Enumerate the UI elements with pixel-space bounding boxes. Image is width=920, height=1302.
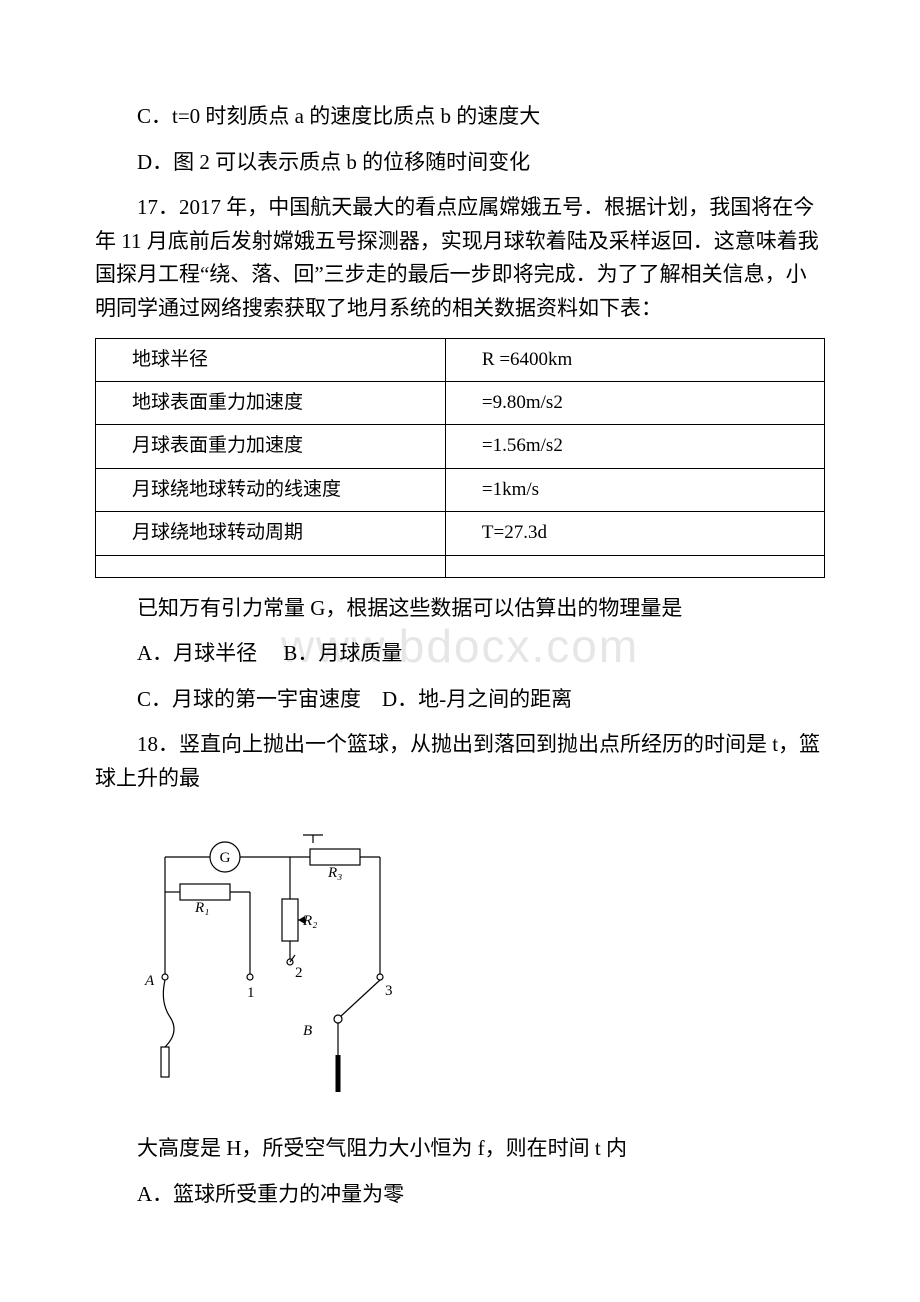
q17-option-cd: C．月球的第一宇宙速度 D．地-月之间的距离 [95,683,825,717]
circuit-label-2: 2 [295,965,303,981]
table-cell: T=27.3d [445,512,824,555]
circuit-label-b: B [303,1023,312,1039]
circuit-label-r3: R₃ [327,865,342,881]
q17-intro: 17．2017 年，中国航天最大的看点应属嫦娥五号．根据计划，我国将在今年 11… [95,191,825,325]
table-cell: 月球表面重力加速度 [96,425,446,468]
option-d: D．图 2 可以表示质点 b 的位移随时间变化 [95,146,825,180]
table-cell: =1km/s [445,468,824,511]
circuit-label-a: A [144,973,155,989]
table-cell: 月球绕地球转动的线速度 [96,468,446,511]
table-row: 地球表面重力加速度=9.80m/s2 [96,381,825,424]
q18-intro: 18．竖直向上抛出一个篮球，从抛出到落回到抛出点所经历的时间是 t，篮球上升的最 [95,728,825,795]
q17-option-ab: A．月球半径 B．月球质量 [95,637,825,671]
circuit-label-3: 3 [385,983,393,999]
option-c: C．t=0 时刻质点 a 的速度比质点 b 的速度大 [95,100,825,134]
table-row [96,555,825,577]
q18-option-a: A．篮球所受重力的冲量为零 [95,1178,825,1212]
table-cell [96,555,446,577]
q17-after: 已知万有引力常量 G，根据这些数据可以估算出的物理量是 [95,592,825,626]
table-row: 月球表面重力加速度=1.56m/s2 [96,425,825,468]
table-cell: =9.80m/s2 [445,381,824,424]
q18-after: 大高度是 H，所受空气阻力大小恒为 f，则在时间 t 内 [95,1132,825,1166]
circuit-label-g: G [220,850,231,866]
circuit-label-r2: R₂ [302,913,317,929]
table-cell: 地球半径 [96,338,446,381]
table-cell: =1.56m/s2 [445,425,824,468]
table-cell [445,555,824,577]
table-row: 月球绕地球转动周期T=27.3d [96,512,825,555]
table-row: 月球绕地球转动的线速度=1km/s [96,468,825,511]
circuit-label-1: 1 [247,985,255,1001]
circuit-diagram: G R₁ R₂ R₃ A B 1 2 3 [135,807,825,1118]
circuit-label-r1: R₁ [194,900,209,916]
table-cell: R =6400km [445,338,824,381]
table-cell: 月球绕地球转动周期 [96,512,446,555]
table-cell: 地球表面重力加速度 [96,381,446,424]
data-table: 地球半径R =6400km 地球表面重力加速度=9.80m/s2 月球表面重力加… [95,338,825,578]
table-row: 地球半径R =6400km [96,338,825,381]
